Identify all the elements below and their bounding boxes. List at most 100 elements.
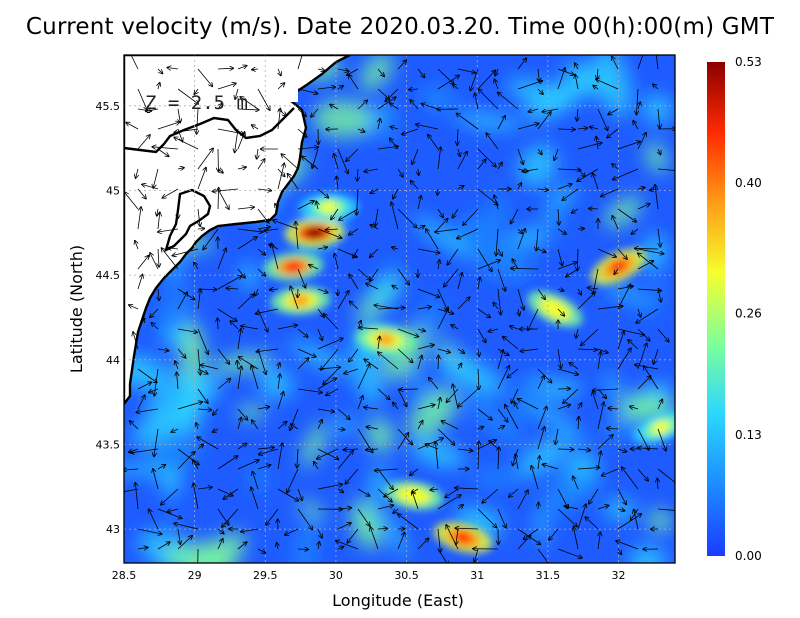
velocity-arrow [477, 70, 495, 90]
speed-patch [333, 417, 354, 434]
velocity-arrow [318, 542, 319, 550]
velocity-arrow [177, 328, 197, 332]
velocity-arrow [370, 225, 379, 230]
velocity-arrow [597, 435, 613, 450]
velocity-arrow [478, 441, 479, 470]
velocity-arrow [257, 465, 271, 470]
velocity-arrow [607, 128, 619, 138]
velocity-arrow [557, 548, 582, 558]
velocity-arrow [197, 148, 213, 170]
velocity-arrow [337, 523, 351, 530]
velocity-arrow [337, 86, 343, 89]
velocity-arrow [397, 533, 405, 550]
velocity-arrow [581, 328, 599, 345]
velocity-arrow [409, 89, 419, 90]
velocity-arrow [237, 361, 238, 370]
velocity-arrow [337, 429, 345, 430]
velocity-arrow [437, 147, 441, 170]
velocity-arrow [370, 268, 379, 281]
velocity-arrow [130, 421, 139, 430]
velocity-arrow [458, 388, 479, 407]
velocity-arrow [482, 488, 499, 503]
velocity-arrow [437, 188, 438, 195]
velocity-arrow [377, 505, 393, 510]
velocity-arrow [213, 408, 219, 415]
velocity-arrow [542, 464, 559, 470]
velocity-arrow [510, 326, 519, 329]
velocity-arrow [426, 229, 439, 250]
velocity-arrow [377, 388, 390, 399]
velocity-arrow [463, 208, 479, 225]
velocity-arrow [241, 326, 259, 330]
velocity-arrow [511, 268, 539, 269]
x-tick-label: 31 [470, 569, 484, 582]
velocity-arrow [149, 509, 159, 530]
velocity-arrow [353, 248, 359, 258]
velocity-arrow [137, 547, 148, 549]
velocity-arrow [237, 268, 245, 278]
velocity-arrow [212, 188, 239, 191]
velocity-arrow [317, 228, 342, 238]
velocity-arrow [557, 169, 581, 170]
velocity-arrow [297, 128, 307, 137]
velocity-arrow [178, 108, 180, 123]
velocity-arrow [437, 208, 443, 217]
velocity-arrow [330, 104, 339, 110]
velocity-arrow [193, 483, 199, 510]
velocity-arrow [124, 192, 139, 210]
velocity-arrow [297, 328, 308, 337]
velocity-arrow [528, 308, 539, 330]
velocity-arrow [317, 408, 334, 412]
velocity-arrow [630, 406, 639, 409]
velocity-arrow [417, 356, 422, 370]
velocity-arrow [137, 88, 147, 110]
velocity-arrow [177, 372, 178, 390]
velocity-arrow [437, 428, 455, 445]
velocity-arrow [357, 508, 370, 526]
velocity-arrow [275, 204, 278, 210]
velocity-arrow [518, 308, 520, 316]
velocity-arrow [366, 427, 379, 429]
velocity-arrow [287, 174, 299, 190]
velocity-arrow [193, 460, 199, 470]
velocity-arrow [200, 365, 219, 370]
velocity-arrow [437, 68, 454, 84]
velocity-arrow [317, 328, 322, 340]
velocity-arrow [557, 228, 566, 234]
y-axis-ticks: 43 43.5 44 44.5 45 45.5 [96, 100, 121, 536]
velocity-arrow [133, 332, 139, 350]
x-tick-label: 31.5 [536, 569, 561, 582]
velocity-arrow [390, 127, 399, 129]
velocity-arrow [428, 135, 439, 150]
velocity-arrow [217, 508, 229, 525]
colorbar-tick-label: 0.40 [735, 176, 762, 190]
velocity-arrow [271, 243, 279, 270]
velocity-arrow [477, 260, 500, 270]
velocity-arrow [174, 523, 199, 530]
x-tick-label: 29 [188, 569, 202, 582]
velocity-arrow [597, 505, 609, 510]
velocity-arrow [537, 548, 549, 563]
velocity-arrow [357, 129, 365, 132]
velocity-arrow [337, 451, 353, 470]
velocity-arrow [495, 68, 498, 76]
velocity-arrow [278, 374, 280, 390]
velocity-arrow [151, 323, 159, 330]
velocity-arrow [628, 340, 639, 350]
velocity-arrow [255, 288, 258, 296]
x-tick-label: 30 [329, 569, 343, 582]
velocity-arrow [577, 467, 600, 469]
velocity-arrow [602, 468, 619, 476]
velocity-arrow [237, 132, 245, 150]
velocity-arrow [129, 305, 139, 310]
velocity-arrow [296, 222, 299, 250]
velocity-arrow [343, 449, 359, 450]
velocity-arrow [397, 208, 417, 228]
velocity-arrow [370, 248, 379, 257]
velocity-arrow [345, 468, 359, 484]
velocity-arrow [614, 268, 618, 274]
velocity-arrow [617, 284, 631, 310]
velocity-arrow [157, 465, 165, 470]
velocity-arrow [557, 449, 574, 450]
velocity-arrow [636, 308, 659, 323]
